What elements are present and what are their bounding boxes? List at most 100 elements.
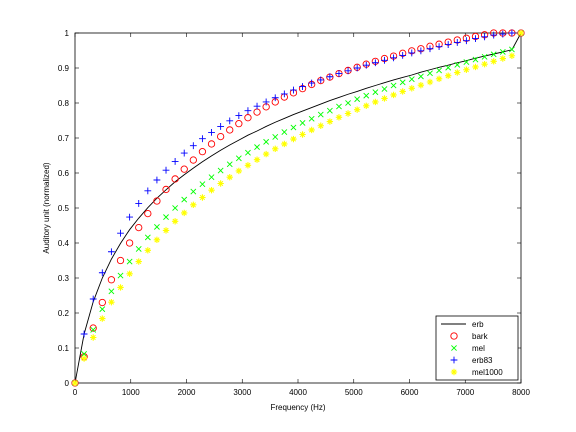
- point-mel: [490, 51, 497, 58]
- point-erb83: [80, 330, 88, 338]
- point-bark: [153, 197, 161, 205]
- point-mel: [199, 181, 206, 188]
- y-tick-label: 0: [65, 379, 70, 388]
- point-erb83: [453, 39, 461, 46]
- point-erb83: [271, 94, 279, 102]
- point-mel1000: [171, 218, 179, 225]
- point-mel: [317, 111, 324, 118]
- point-mel1000: [290, 135, 297, 143]
- y-tick-label: 0.7: [58, 134, 70, 143]
- point-erb83: [426, 45, 434, 53]
- point-erb83: [162, 166, 170, 174]
- point-mel1000: [299, 131, 306, 138]
- x-tick-label: 7000: [456, 388, 474, 397]
- point-mel1000: [308, 126, 315, 134]
- point-mel: [126, 258, 133, 265]
- point-mel1000: [463, 66, 470, 73]
- legend-swatch-marker: [450, 332, 458, 340]
- legend-label: mel: [472, 344, 485, 353]
- point-mel: [363, 92, 370, 99]
- x-tick-label: 5000: [345, 388, 363, 397]
- point-mel: [208, 174, 215, 181]
- legend-swatch-marker: [450, 356, 458, 364]
- point-erb83: [353, 64, 361, 72]
- point-bark: [116, 256, 125, 265]
- point-mel1000: [235, 167, 243, 175]
- point-mel1000: [517, 29, 525, 37]
- point-mel1000: [435, 75, 443, 83]
- legend-label: mel1000: [472, 368, 503, 377]
- point-erb83: [444, 41, 452, 48]
- point-mel: [226, 161, 233, 168]
- point-mel1000: [426, 78, 434, 86]
- point-mel: [235, 155, 242, 162]
- point-mel1000: [117, 284, 124, 291]
- point-mel1000: [390, 91, 397, 99]
- x-tick-label: 0: [73, 388, 78, 397]
- legend-box: [435, 315, 519, 381]
- point-mel: [481, 53, 488, 60]
- point-erb83: [144, 187, 152, 195]
- legend-item-erb83: erb83: [450, 356, 493, 365]
- point-erb83: [244, 107, 252, 115]
- point-erb83: [117, 229, 124, 237]
- ticks: 0 1000 2000 3000 4000 5000 6000 7000 8000 0 0.1 0.2…: [58, 29, 531, 397]
- legend: erb bark mel erb83 mel1000: [435, 315, 519, 381]
- point-erb83: [135, 200, 143, 207]
- point-erb83: [262, 98, 270, 106]
- point-bark: [180, 165, 188, 173]
- point-mel1000: [208, 186, 215, 194]
- y-tick-label: 0.2: [58, 309, 70, 318]
- x-tick-label: 2000: [178, 388, 196, 397]
- point-mel: [117, 272, 124, 279]
- x-tick-label: 3000: [233, 388, 251, 397]
- point-erb83: [508, 29, 516, 37]
- point-erb83: [126, 213, 134, 221]
- point-erb83: [317, 76, 325, 84]
- point-mel1000: [262, 150, 270, 158]
- point-mel1000: [372, 98, 379, 106]
- point-erb83: [417, 47, 425, 55]
- point-mel1000: [344, 110, 352, 117]
- point-mel1000: [272, 145, 279, 153]
- point-mel1000: [71, 379, 79, 387]
- point-bark: [98, 298, 106, 307]
- point-erb83: [280, 90, 288, 98]
- point-mel: [245, 149, 251, 156]
- point-erb83: [235, 112, 243, 119]
- x-tick-label: 8000: [512, 388, 530, 397]
- point-mel: [345, 100, 351, 106]
- point-mel: [308, 115, 315, 122]
- point-mel: [381, 86, 388, 92]
- point-erb83: [326, 73, 334, 81]
- point-mel1000: [144, 247, 152, 254]
- point-erb83: [390, 54, 397, 62]
- point-erb83: [299, 83, 306, 90]
- point-mel: [336, 103, 342, 110]
- x-axis-label: Frequency (Hz): [270, 403, 325, 412]
- point-mel1000: [399, 88, 406, 95]
- point-mel: [153, 223, 160, 230]
- point-erb83: [435, 43, 443, 51]
- point-mel: [135, 246, 142, 252]
- x-tick-label: 1000: [122, 388, 140, 397]
- point-mel: [108, 288, 115, 295]
- point-mel1000: [417, 81, 425, 89]
- point-bark: [235, 120, 243, 128]
- point-erb83: [308, 79, 316, 87]
- point-bark: [207, 140, 216, 148]
- point-mel: [181, 196, 188, 203]
- point-erb83: [362, 61, 370, 69]
- point-mel: [326, 107, 333, 114]
- point-mel: [399, 79, 406, 86]
- x-tick-label: 6000: [401, 388, 419, 397]
- point-mel: [99, 306, 106, 313]
- point-erb83: [344, 67, 352, 75]
- point-mel1000: [353, 106, 361, 113]
- point-mel: [172, 205, 179, 211]
- point-mel1000: [199, 194, 206, 201]
- legend-item-mel1000: mel1000: [450, 368, 503, 377]
- point-mel: [254, 144, 260, 151]
- y-tick-label: 0.9: [58, 64, 70, 73]
- y-tick-label: 0.1: [58, 344, 70, 353]
